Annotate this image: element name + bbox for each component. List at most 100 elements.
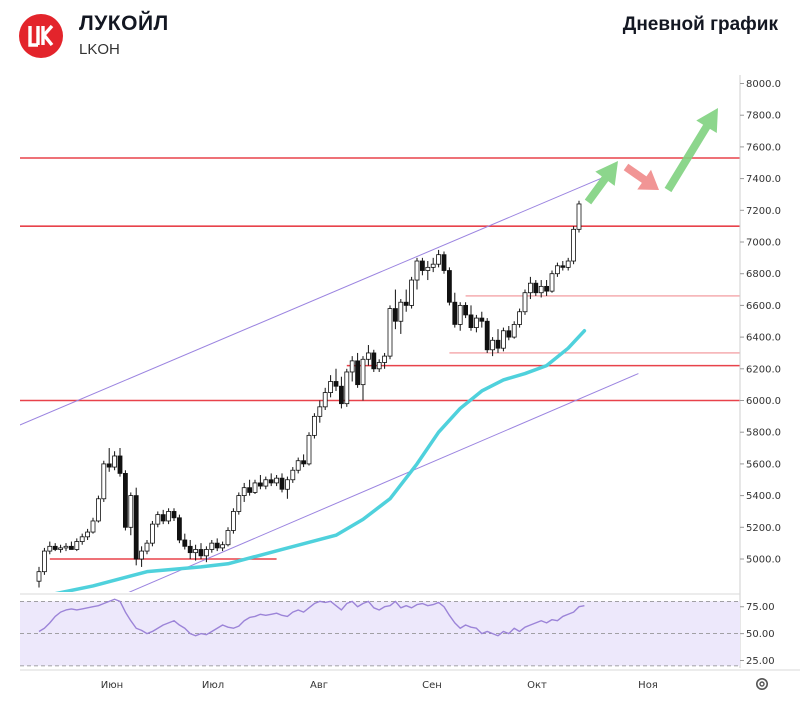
candle-body	[79, 536, 85, 542]
candle-body	[419, 260, 425, 271]
time-tick-label: Июн	[101, 680, 123, 691]
price-tick-label: 5800.0	[746, 428, 781, 439]
rsi-line	[38, 598, 585, 637]
candle-body	[549, 273, 555, 292]
candle-body	[511, 324, 517, 338]
candle-body	[263, 479, 269, 487]
candle-body	[74, 541, 80, 550]
candle-body	[571, 228, 576, 262]
price-tick-label: 8000.0	[746, 79, 781, 90]
candle-body	[149, 523, 155, 544]
price-tick-label: 6200.0	[746, 364, 781, 375]
time-tick-label: Сен	[422, 680, 442, 691]
candle-body	[403, 301, 409, 306]
candle-body	[317, 406, 323, 417]
candle-body	[182, 539, 188, 547]
candle-body	[457, 304, 463, 325]
candle-body	[484, 320, 490, 351]
candle-body	[160, 514, 166, 522]
candle-body	[176, 517, 182, 541]
candle-body	[338, 385, 344, 405]
settings-gear-icon[interactable]	[754, 676, 770, 692]
candle-body	[47, 545, 53, 552]
candle-body	[128, 495, 134, 528]
candle-body	[274, 477, 280, 484]
forecast-arrow-up	[584, 161, 618, 205]
candle-body	[225, 530, 231, 546]
candle-body	[365, 352, 371, 360]
candle-body	[117, 455, 123, 474]
candle-body	[533, 282, 539, 294]
candle-body	[112, 455, 117, 468]
candle-body	[284, 479, 290, 490]
candle-body	[139, 550, 145, 560]
candle-body	[490, 339, 496, 351]
candle-body	[171, 511, 177, 519]
time-tick-label: Окт	[527, 680, 547, 691]
price-tick-label: 6600.0	[746, 301, 781, 312]
candle-body	[214, 542, 220, 549]
price-tick-label: 5400.0	[746, 491, 781, 502]
lukoil-logo	[19, 14, 63, 58]
candle-body	[252, 482, 258, 493]
candle-body	[230, 511, 236, 531]
candle-body	[96, 498, 101, 522]
company-name: ЛУКОЙЛ	[79, 12, 169, 35]
candle-body	[473, 317, 479, 328]
candle-body	[398, 301, 404, 322]
candle-body	[306, 434, 312, 465]
candle-body	[522, 292, 528, 313]
candle-body	[63, 545, 69, 549]
candle-body	[58, 547, 63, 550]
candle-body	[123, 473, 128, 528]
candle-body	[220, 544, 226, 549]
price-tick-label: 6000.0	[746, 396, 781, 407]
candle-body	[203, 549, 209, 557]
candle-body	[446, 270, 452, 303]
candle-body	[387, 308, 393, 357]
candle-body	[409, 279, 415, 306]
candle-body	[166, 511, 172, 522]
candle-body	[236, 495, 242, 512]
candle-body	[344, 371, 350, 405]
candle-body	[279, 477, 285, 490]
main-pane-group	[20, 157, 740, 592]
candle-body	[247, 487, 253, 493]
candle-body	[328, 381, 334, 393]
price-tick-label: 7400.0	[746, 174, 781, 185]
channel-line	[128, 373, 639, 592]
candle-body	[360, 358, 366, 386]
price-tick-label: 6400.0	[746, 333, 781, 344]
candle-body	[193, 549, 199, 554]
candle-body	[538, 285, 544, 294]
channel-line	[20, 178, 601, 426]
candle-body	[495, 339, 501, 349]
candle-body	[101, 463, 107, 500]
candle-body	[576, 203, 582, 230]
candle-body	[295, 460, 301, 471]
candle-body	[322, 392, 328, 408]
candle-body	[198, 549, 204, 557]
price-tick-label: 6800.0	[746, 269, 781, 280]
candle-body	[155, 514, 161, 525]
candle-body	[425, 266, 431, 271]
candle-body	[479, 317, 485, 322]
time-tick-label: Ноя	[638, 680, 658, 691]
price-tick-label: 7000.0	[746, 238, 781, 249]
candle-body	[241, 487, 247, 496]
price-tick-label: 7600.0	[746, 142, 781, 153]
candle-body	[371, 352, 377, 370]
candle-body	[268, 479, 274, 484]
price-tick-label: 5000.0	[746, 555, 781, 566]
candle-body	[414, 260, 420, 281]
candle-body	[463, 304, 469, 316]
time-tick-label: Июл	[202, 680, 224, 691]
candle-body	[52, 545, 58, 550]
candle-body	[85, 531, 90, 538]
candle-body	[133, 495, 139, 560]
candle-body	[69, 545, 74, 550]
candle-body	[441, 254, 447, 271]
candle-body	[430, 263, 436, 268]
candle-body	[452, 301, 458, 325]
